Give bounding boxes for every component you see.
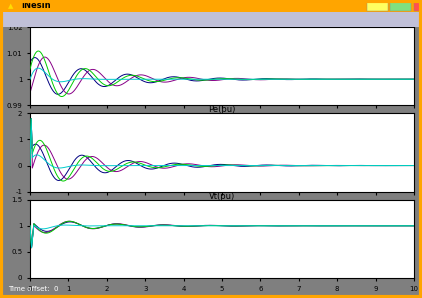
Text: Vt(pu): Vt(pu) xyxy=(209,192,235,201)
Text: Time offset:  0: Time offset: 0 xyxy=(8,286,59,292)
Text: Pe(pu): Pe(pu) xyxy=(208,105,236,114)
Text: ▲: ▲ xyxy=(8,3,14,9)
Text: w(pu): w(pu) xyxy=(210,19,234,28)
Text: iNesin: iNesin xyxy=(21,1,51,10)
